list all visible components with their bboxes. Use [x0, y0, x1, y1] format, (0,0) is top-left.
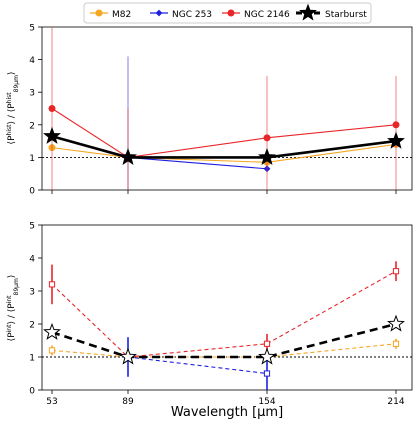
x-tick-label: 214 — [387, 397, 404, 407]
top-axes: 0 1 2 3 4 5 — [29, 24, 397, 197]
data-point — [387, 131, 405, 149]
top-plot-frame — [41, 26, 413, 191]
data-point — [263, 340, 271, 347]
y-tick-label: 4 — [29, 56, 35, 66]
top-y-axis-label: ⟨Phist⟩ / ⟨Phist89µm⟩ — [6, 72, 20, 145]
data-point — [392, 340, 400, 347]
series-line — [51, 343, 397, 358]
bottom-panel: 0 1 2 3 4 5 53 89 154 214 ⟨Pint⟩ / ⟨Pint89µm⟩ Wav… — [6, 222, 413, 420]
y-tick-label: 1 — [29, 154, 35, 164]
y-tick-label: 3 — [29, 89, 35, 99]
data-point — [48, 105, 56, 112]
series-line — [51, 134, 397, 159]
legend-marker — [299, 3, 317, 21]
data-point — [48, 281, 56, 288]
series-line — [127, 156, 268, 170]
y-tick-label: 1 — [29, 354, 35, 364]
data-point — [48, 347, 56, 354]
y-tick-label: 2 — [29, 321, 35, 331]
legend-label: M82 — [112, 10, 131, 20]
data-point — [258, 147, 276, 166]
series-line — [127, 356, 268, 375]
legend-marker — [95, 9, 103, 17]
y-tick-label: 5 — [29, 24, 35, 34]
data-point — [392, 268, 400, 275]
data-point — [119, 147, 137, 166]
legend-label: NGC 253 — [172, 10, 212, 20]
y-tick-label: 3 — [29, 288, 35, 298]
data-point — [43, 322, 61, 340]
legend-marker — [155, 9, 163, 17]
data-point — [119, 347, 137, 365]
data-point — [387, 314, 405, 332]
top-marks — [42, 27, 412, 190]
bottom-marks — [42, 261, 412, 390]
series-line — [51, 143, 397, 163]
series-line — [51, 322, 397, 359]
data-point — [263, 370, 271, 377]
bottom-y-axis-label: ⟨Pint⟩ / ⟨Pint89µm⟩ — [6, 275, 20, 342]
bottom-plot-frame — [41, 224, 413, 391]
data-point — [263, 134, 271, 142]
y-tick-label: 0 — [29, 387, 35, 397]
data-point — [43, 126, 61, 144]
x-tick-label: 53 — [46, 397, 57, 407]
legend-label: Starburst — [325, 10, 367, 20]
y-tick-label: 5 — [29, 222, 35, 232]
legend: M82 NGC 253 NGC 2146 Starburst — [83, 2, 372, 24]
x-axis-label: Wavelength [µm] — [171, 405, 283, 420]
y-tick-label: 4 — [29, 255, 35, 265]
y-tick-label: 0 — [29, 187, 35, 197]
legend-marker — [227, 9, 235, 17]
bottom-axes: 0 1 2 3 4 5 53 89 154 214 — [29, 222, 405, 408]
legend-label: NGC 2146 — [244, 10, 290, 20]
x-tick-label: 154 — [258, 397, 275, 407]
series-line — [51, 108, 397, 158]
x-tick-label: 89 — [122, 397, 134, 407]
y-tick-label: 2 — [29, 121, 35, 131]
data-point — [392, 121, 400, 129]
series-line — [51, 270, 397, 358]
legend-entries: M82 NGC 253 NGC 2146 Starburst — [90, 3, 367, 21]
top-panel: 0 1 2 3 4 5 ⟨Phist⟩ / ⟨Phist89µm⟩ — [6, 24, 413, 197]
data-point — [258, 347, 276, 365]
